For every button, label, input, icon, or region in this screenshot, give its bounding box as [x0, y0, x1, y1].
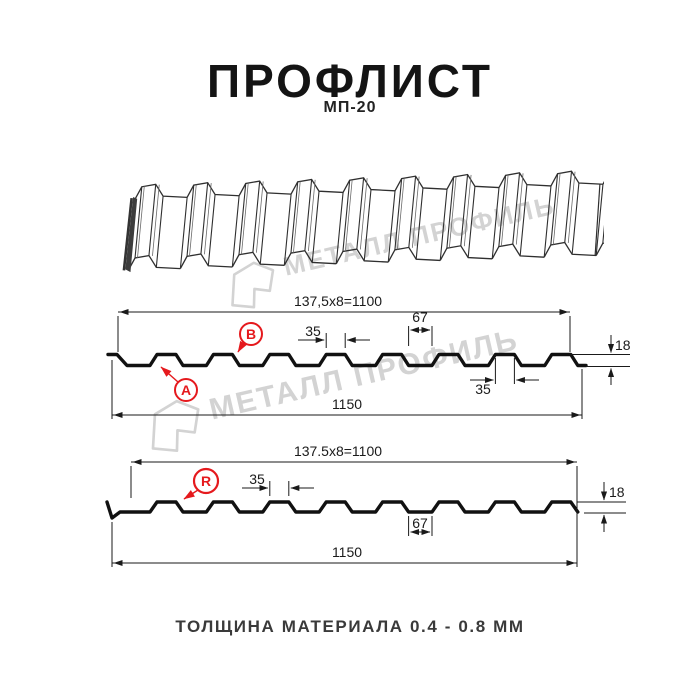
corrugated-sheet-3d-drawing	[122, 168, 604, 273]
product-code: МП-20	[323, 99, 377, 116]
dim-overall-width: 1150	[332, 396, 362, 412]
dim-working-width: 137,5x8=1100	[294, 293, 382, 309]
dim-crest-width: 35	[305, 323, 321, 339]
dim-crest-width-2: 35	[475, 381, 491, 397]
page-title: ПРОФЛИСТ	[207, 55, 493, 107]
side-b-label: B	[246, 326, 256, 342]
material-thickness-note: ТОЛЩИНА МАТЕРИАЛА 0.4 - 0.8 ММ	[175, 617, 525, 636]
metall-profil-logo-icon	[151, 399, 200, 452]
dim-overall-width: 1150	[332, 544, 362, 560]
dim-rib-height: 18	[609, 484, 625, 500]
profile-outline	[106, 352, 588, 368]
side-b-callout: B	[237, 322, 263, 353]
side-r-label: R	[201, 473, 211, 489]
dim-working-width: 137.5x8=1100	[294, 443, 382, 459]
metall-profil-logo-icon	[231, 261, 275, 309]
profile-section-r-drawing: 137.5x8=1100 35 67 18	[105, 443, 626, 567]
dim-crest-width: 35	[249, 471, 265, 487]
dim-valley-width: 67	[412, 515, 428, 531]
profile-outline	[105, 500, 580, 520]
dim-rib-height: 18	[615, 337, 631, 353]
profile-section-ab-drawing: 137,5x8=1100 35 67 35	[106, 293, 631, 419]
side-a-callout: A	[160, 366, 198, 402]
side-r-callout: R	[183, 467, 220, 500]
side-a-label: A	[181, 382, 191, 398]
dim-valley-width: 67	[412, 309, 428, 325]
